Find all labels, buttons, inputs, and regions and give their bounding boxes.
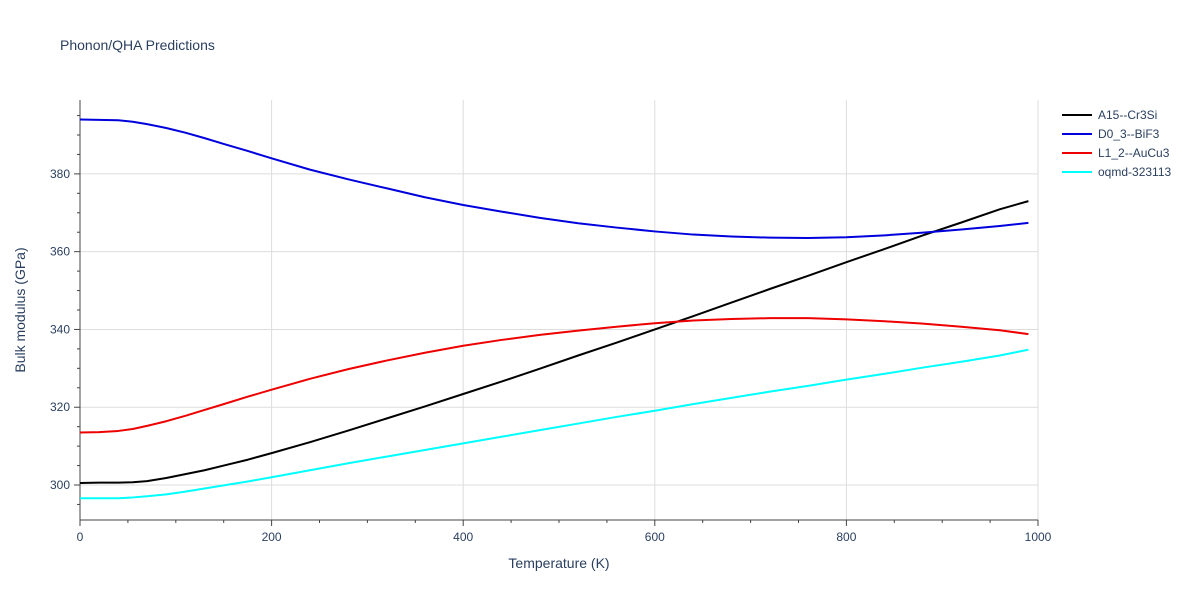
x-axis-title: Temperature (K) xyxy=(508,555,609,571)
chart-title: Phonon/QHA Predictions xyxy=(60,37,215,53)
series-line-1 xyxy=(79,118,1029,240)
x-tick-label: 1000 xyxy=(1025,530,1052,544)
x-tick-label: 200 xyxy=(262,530,282,544)
y-tick-label: 300 xyxy=(50,478,70,492)
y-tick-label: 360 xyxy=(50,245,70,259)
series-line-0 xyxy=(79,200,1029,485)
legend-item-3[interactable]: oqmd-323113 xyxy=(1062,165,1171,179)
legend-item-2[interactable]: L1_2--AuCu3 xyxy=(1062,146,1170,160)
legend[interactable]: A15--Cr3Si D0_3--BiF3 L1_2--AuCu3 oqmd-3231… xyxy=(1062,108,1171,179)
legend-item-1[interactable]: D0_3--BiF3 xyxy=(1062,127,1160,141)
grid xyxy=(80,100,1039,520)
series-line-3 xyxy=(80,348,1029,500)
y-tick-label: 380 xyxy=(50,167,70,181)
x-tick-label: 800 xyxy=(836,530,856,544)
legend-label: oqmd-323113 xyxy=(1098,165,1171,179)
x-tick-label: 0 xyxy=(77,530,84,544)
axes: 0 200 400 600 800 1000 300 320 340 360 380 xyxy=(50,100,1052,544)
legend-label: L1_2--AuCu3 xyxy=(1098,146,1170,160)
x-tick-label: 400 xyxy=(453,530,473,544)
legend-label: D0_3--BiF3 xyxy=(1098,127,1160,141)
series-line-2 xyxy=(79,317,1029,434)
y-axis-title: Bulk modulus (GPa) xyxy=(12,247,28,372)
y-tick-label: 320 xyxy=(50,400,70,414)
y-tick-label: 340 xyxy=(50,322,70,336)
legend-item-0[interactable]: A15--Cr3Si xyxy=(1062,108,1157,122)
series-lines xyxy=(79,118,1029,500)
x-tick-label: 600 xyxy=(645,530,665,544)
legend-label: A15--Cr3Si xyxy=(1098,108,1157,122)
